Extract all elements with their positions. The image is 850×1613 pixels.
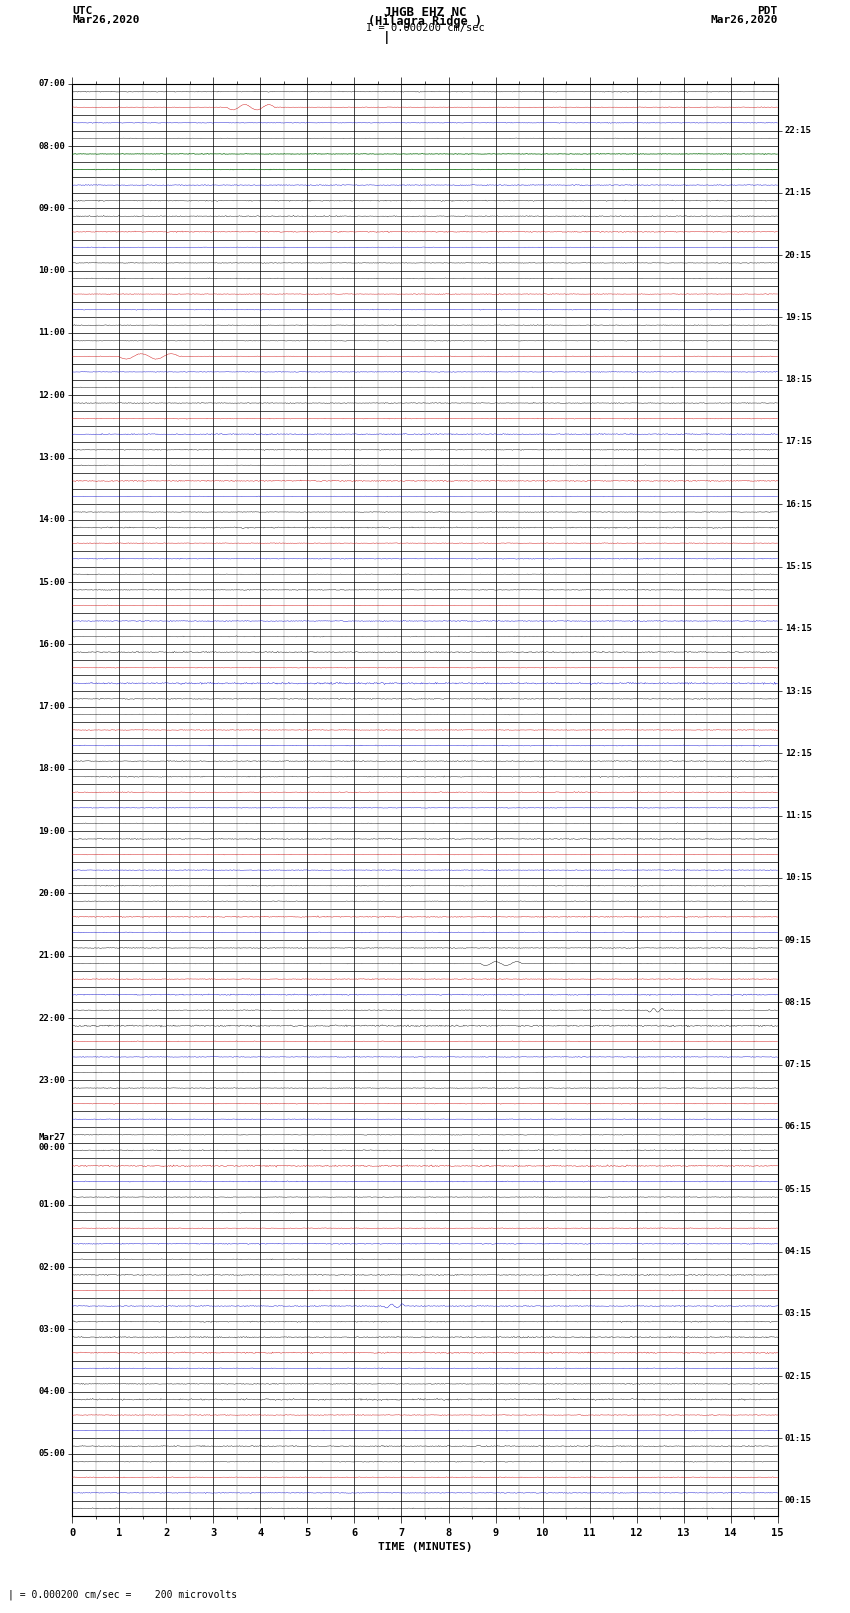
Text: |: | xyxy=(383,31,390,44)
Text: Mar26,2020: Mar26,2020 xyxy=(72,15,139,24)
Text: JHGB EHZ NC: JHGB EHZ NC xyxy=(383,5,467,19)
Text: (Hilagra Ridge ): (Hilagra Ridge ) xyxy=(368,15,482,27)
Text: | = 0.000200 cm/sec =    200 microvolts: | = 0.000200 cm/sec = 200 microvolts xyxy=(8,1589,238,1600)
Text: UTC: UTC xyxy=(72,5,93,16)
Text: PDT: PDT xyxy=(757,5,778,16)
Text: Mar26,2020: Mar26,2020 xyxy=(711,15,778,24)
X-axis label: TIME (MINUTES): TIME (MINUTES) xyxy=(377,1542,473,1552)
Text: I = 0.000200 cm/sec: I = 0.000200 cm/sec xyxy=(366,23,484,32)
